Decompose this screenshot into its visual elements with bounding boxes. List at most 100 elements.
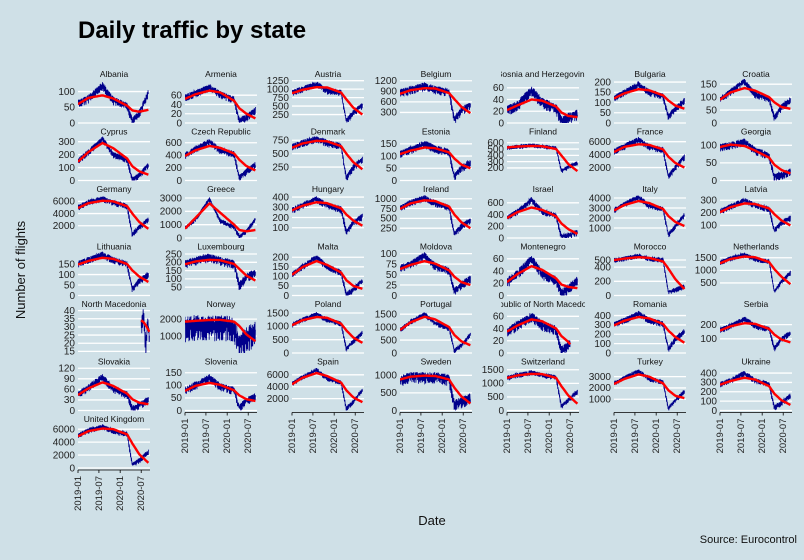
trend-line-republic-of-north-macedonia	[507, 318, 572, 346]
y-tick-label: 30	[64, 322, 76, 333]
panel-label-netherlands: Netherlands	[733, 242, 779, 252]
y-tick-label: 20	[493, 107, 505, 118]
panel-label-albania: Albania	[100, 69, 129, 79]
y-tick-label: 2000	[267, 394, 290, 405]
x-axis-col-4: 2019-01 2019-07 2020-01 2020-07	[395, 412, 472, 454]
panel-label-ireland: Ireland	[423, 184, 449, 194]
y-tick-label: 300	[380, 108, 397, 119]
trend-line-hungary	[292, 201, 363, 227]
x-tick-label: 2020-01	[651, 419, 662, 454]
trend-line-cyprus	[78, 141, 149, 176]
panel-label-spain: Spain	[317, 357, 339, 367]
panel-label-france: France	[637, 127, 664, 137]
y-tick-label: 0	[69, 406, 75, 417]
y-tick-label: 50	[706, 158, 718, 169]
chart-title: Daily traffic by state	[78, 17, 306, 44]
panel-label-bosnia-and-herzegovina: Bosnia and Herzegovina	[497, 69, 590, 79]
y-tick-label: 60	[493, 254, 505, 265]
y-tick-label: 0	[283, 348, 289, 359]
trend-line-albania	[78, 94, 149, 113]
panel-label-armenia: Armenia	[205, 69, 237, 79]
x-tick-label: 2019-01	[715, 419, 726, 454]
y-axis-label: Number of flights	[13, 220, 28, 319]
y-tick-label: 30	[64, 395, 76, 406]
trend-line-denmark	[292, 139, 364, 171]
y-tick-label: 300	[487, 157, 504, 168]
panel-label-luxembourg: Luxembourg	[197, 242, 245, 252]
trend-line-morocco	[614, 256, 686, 290]
trend-line-greece	[185, 202, 256, 233]
trend-line-moldova	[400, 260, 471, 287]
trend-line-united-kingdom	[78, 427, 150, 464]
y-tick-label: 1250	[267, 76, 290, 87]
trend-line-bosnia-and-herzegovina	[507, 98, 578, 119]
panel-label-moldova: Moldova	[420, 242, 452, 252]
panel-label-finland: Finland	[529, 127, 557, 137]
x-axis-label: Date	[418, 513, 445, 528]
x-tick-label: 2019-07	[416, 419, 427, 454]
panel-label-switzerland: Switzerland	[521, 357, 565, 367]
y-tick-label: 500	[594, 255, 611, 266]
trend-line-malta	[292, 259, 363, 290]
series-line-italy	[614, 195, 685, 238]
y-tick-label: 0	[69, 118, 75, 129]
panel-united-kingdom: United Kingdom 0 2000 4000 6000	[53, 414, 150, 474]
y-tick-label: 50	[64, 103, 76, 114]
y-tick-label: 50	[600, 108, 612, 119]
y-tick-label: 500	[380, 214, 397, 225]
y-tick-label: 6000	[267, 370, 290, 381]
panel-label-united-kingdom: United Kingdom	[84, 414, 144, 424]
trend-line-bulgaria	[614, 88, 685, 110]
y-tick-label: 500	[380, 335, 397, 346]
y-tick-label: 200	[272, 253, 289, 264]
trend-line-spain	[292, 371, 363, 404]
panel-croatia: Croatia 0 50 100 150	[700, 69, 792, 129]
y-tick-label: 100	[380, 151, 397, 162]
y-tick-label: 4000	[53, 209, 76, 220]
y-tick-label: 150	[272, 262, 289, 273]
y-tick-label: 250	[272, 162, 289, 173]
panel-albania: Albania 0 50 100	[58, 69, 150, 129]
x-tick-label: 2020-07	[458, 419, 469, 454]
y-tick-label: 50	[386, 270, 398, 281]
trend-line-romania	[614, 315, 685, 344]
y-tick-label: 200	[700, 387, 717, 398]
panel-poland: Poland 0 500 1000 1500	[267, 299, 364, 359]
y-tick-label: 1000	[267, 322, 290, 333]
y-tick-label: 4000	[589, 193, 612, 204]
y-tick-label: 2000	[589, 383, 612, 394]
y-tick-label: 1000	[482, 379, 505, 390]
y-tick-label: 4000	[589, 150, 612, 161]
y-tick-label: 2000	[160, 207, 183, 218]
panel-greece: Greece 0 1000 2000 3000	[160, 184, 257, 244]
y-tick-label: 3000	[160, 193, 183, 204]
x-axis-col-1: 2019-01 2019-07 2020-01 2020-07	[73, 469, 150, 511]
y-tick-label: 90	[64, 374, 76, 385]
y-tick-label: 200	[165, 258, 182, 269]
y-tick-label: 20	[493, 336, 505, 347]
panel-label-croatia: Croatia	[742, 69, 770, 79]
y-tick-label: 4000	[267, 382, 290, 393]
panel-grid: Albania050100Armenia0204060Austria250500…	[53, 69, 792, 474]
panel-cyprus: Cyprus 0 100 200 300	[58, 127, 150, 187]
y-tick-label: 0	[176, 118, 182, 129]
y-tick-label: 500	[380, 388, 397, 399]
series-line-croatia	[720, 79, 791, 121]
y-tick-label: 100	[594, 339, 611, 350]
trend-line-netherlands	[720, 255, 792, 286]
panel-norway: Norway 1000 2000	[160, 299, 257, 353]
trend-line-germany	[78, 199, 150, 230]
y-tick-label: 60	[493, 83, 505, 94]
y-tick-label: 100	[700, 141, 717, 152]
panel-label-turkey: Turkey	[637, 357, 663, 367]
y-tick-label: 0	[391, 348, 397, 359]
